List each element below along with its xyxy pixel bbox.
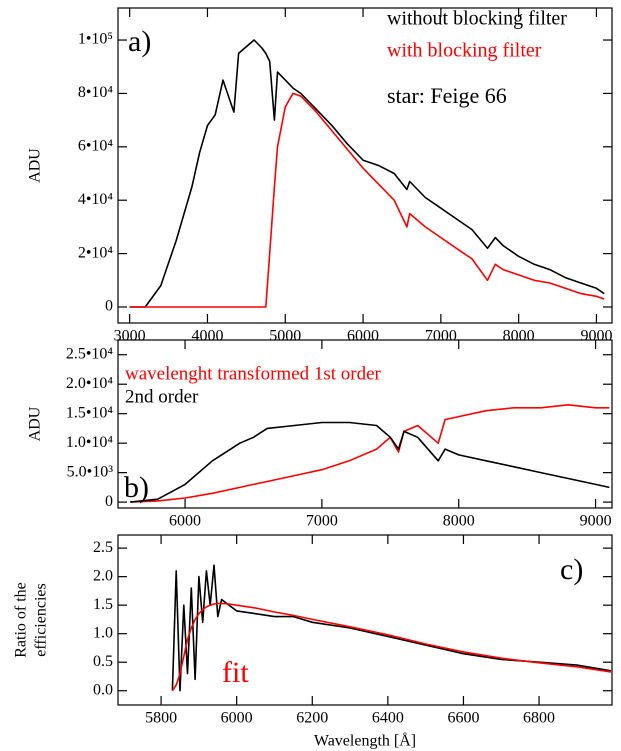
legend-entry: without blocking filter bbox=[387, 8, 567, 30]
series-line bbox=[130, 404, 610, 503]
x-tick-label: 4000 bbox=[191, 328, 223, 345]
annotation: star: Feige 66 bbox=[387, 83, 507, 108]
x-tick-label: 7000 bbox=[425, 328, 457, 345]
y-tick-label: 0 bbox=[105, 298, 113, 315]
x-tick-label: 7000 bbox=[306, 513, 338, 530]
y-axis-label: efficiencies bbox=[33, 583, 50, 656]
x-tick-label: 6000 bbox=[221, 710, 253, 727]
x-tick-label: 6800 bbox=[523, 710, 555, 727]
y-tick-label: 5.0•10³ bbox=[67, 463, 114, 480]
x-tick-label: 9000 bbox=[580, 513, 612, 530]
y-tick-label: 0.0 bbox=[93, 681, 113, 698]
legend-entry: with blocking filter bbox=[387, 40, 542, 62]
y-tick-label: 2.5 bbox=[93, 539, 113, 556]
y-tick-label: 6•10⁴ bbox=[78, 137, 114, 154]
x-tick-label: 5000 bbox=[269, 328, 301, 345]
x-tick-label: 8000 bbox=[503, 328, 535, 345]
y-tick-label: 1.5•10⁴ bbox=[66, 404, 114, 421]
plot-frame bbox=[117, 534, 613, 706]
annotation: c) bbox=[560, 553, 583, 586]
x-tick-label: 6000 bbox=[169, 513, 201, 530]
y-tick-label: 4•10⁴ bbox=[78, 191, 114, 208]
x-tick-label: 5800 bbox=[145, 710, 177, 727]
y-tick-label: 1.0•10⁴ bbox=[66, 434, 114, 451]
legend-entry: 2nd order bbox=[125, 386, 199, 407]
y-tick-label: 1•10⁵ bbox=[78, 31, 113, 48]
plot-frame bbox=[117, 7, 613, 324]
y-tick-label: 0.5 bbox=[93, 653, 113, 670]
x-tick-label: 6000 bbox=[347, 328, 379, 345]
annotation: b) bbox=[124, 471, 149, 504]
y-tick-label: 0 bbox=[105, 493, 113, 510]
legend-entry: wavelenght transformed 1st order bbox=[125, 363, 382, 384]
x-tick-label: 9000 bbox=[580, 328, 612, 345]
y-axis-label: Ratio of the bbox=[13, 582, 30, 658]
series-line bbox=[171, 602, 612, 692]
x-axis-label: Wavelength [Å] bbox=[314, 732, 416, 750]
series-line bbox=[130, 421, 610, 503]
annotation: fit bbox=[222, 656, 249, 689]
y-tick-label: 1.0 bbox=[93, 624, 113, 641]
series-line bbox=[129, 92, 605, 308]
series-line bbox=[171, 564, 612, 692]
y-tick-label: 1.5 bbox=[93, 596, 113, 613]
y-tick-label: 2.0•10⁴ bbox=[66, 375, 114, 392]
series-line bbox=[129, 39, 605, 308]
x-tick-label: 6200 bbox=[296, 710, 328, 727]
plot-frame bbox=[117, 339, 613, 509]
y-tick-label: 2.5•10⁴ bbox=[66, 345, 114, 362]
y-tick-label: 2.0 bbox=[93, 567, 113, 584]
y-tick-label: 8•10⁴ bbox=[78, 84, 114, 101]
y-axis-label: ADU bbox=[27, 148, 44, 183]
x-tick-label: 6600 bbox=[447, 710, 479, 727]
y-axis-label: ADU bbox=[27, 406, 44, 441]
x-tick-label: 6400 bbox=[372, 710, 404, 727]
annotation: a) bbox=[128, 25, 151, 58]
x-tick-label: 8000 bbox=[443, 513, 475, 530]
y-tick-label: 2•10⁴ bbox=[78, 244, 114, 261]
